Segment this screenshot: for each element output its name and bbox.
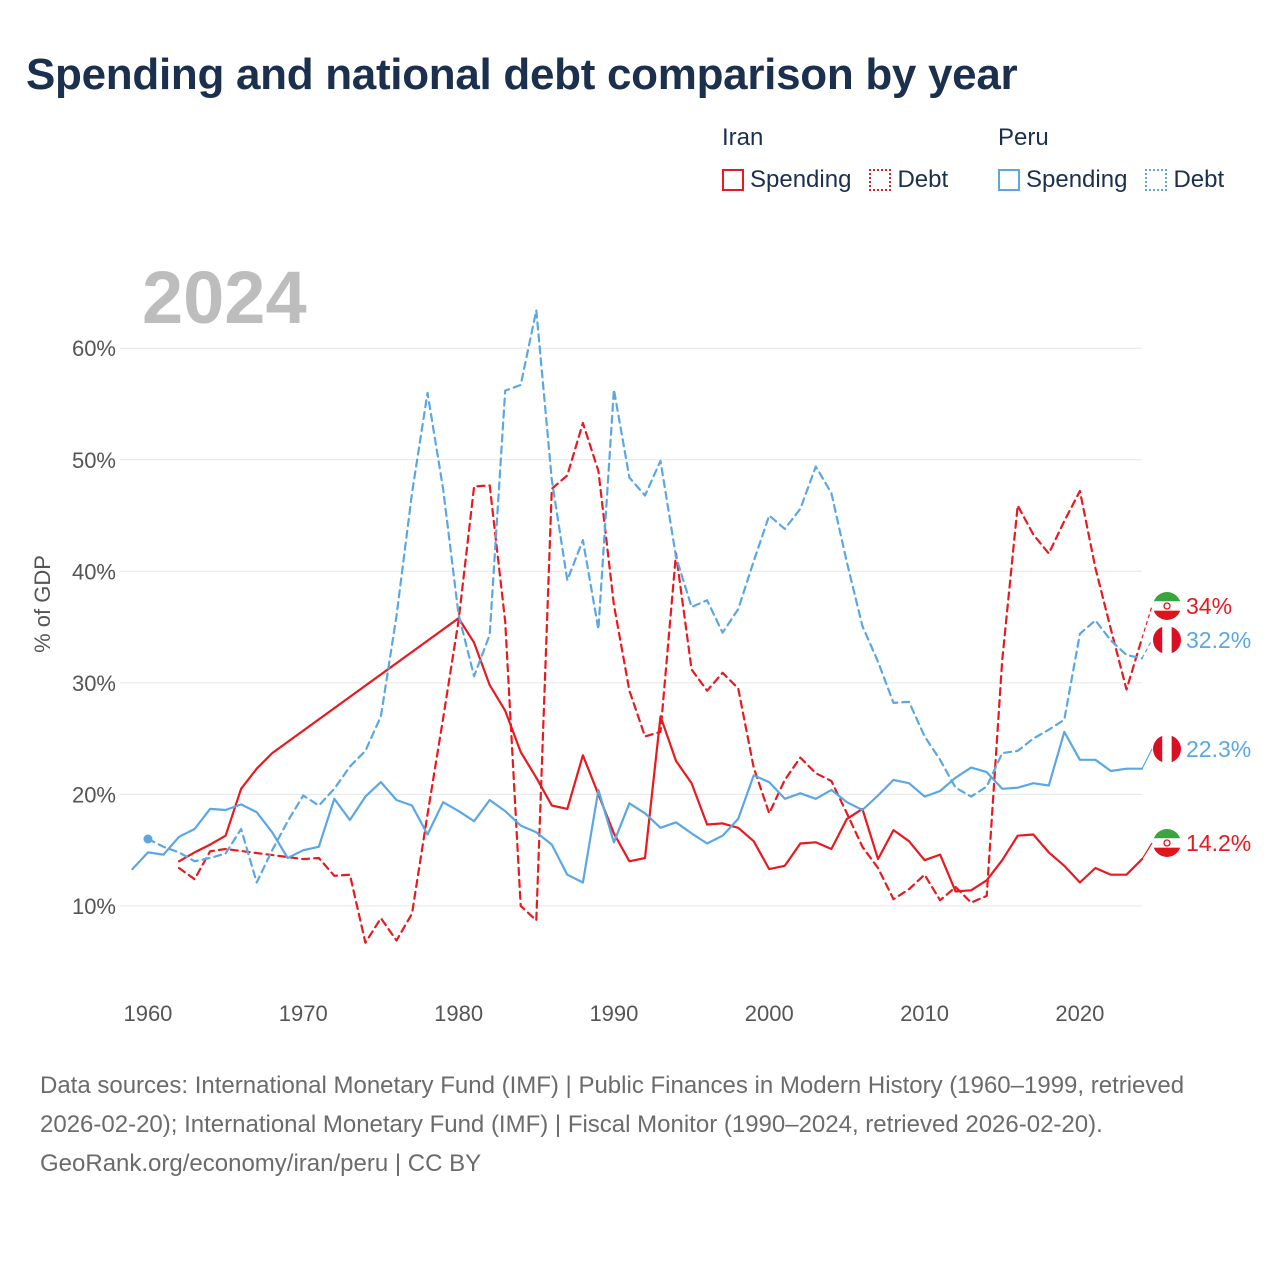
y-tick-label: 50% [72, 448, 116, 473]
credit-link[interactable]: GeoRank.org/economy/iran/peru | CC BY [40, 1150, 482, 1177]
y-tick-label: 30% [72, 671, 116, 696]
legend-peru-debt-label: Debt [1173, 166, 1225, 193]
y-tick-label: 60% [72, 336, 116, 361]
legend-peru-debt[interactable]: Debt [1145, 166, 1224, 194]
y-axis-label: % of GDP [30, 555, 55, 653]
legend-iran-spending[interactable]: Spending [722, 166, 851, 194]
x-tick-label: 2000 [745, 1001, 794, 1026]
legend-iran-debt-label: Debt [897, 166, 949, 193]
chart-title: Spending and national debt comparison by… [26, 50, 1018, 99]
peru-flag-icon [1141, 626, 1181, 659]
iran-flag-icon [1141, 592, 1181, 639]
data-sources: Data sources: International Monetary Fun… [40, 1072, 1185, 1138]
x-tick-label: 1990 [589, 1001, 638, 1026]
legend-peru-spending[interactable]: Spending [998, 166, 1127, 194]
x-tick-label: 2010 [900, 1001, 949, 1026]
legend-iran-name: Iran [722, 124, 764, 151]
end-value-label-iran-debt: 34% [1186, 593, 1232, 619]
y-tick-label: 10% [72, 894, 116, 919]
legend-iran-debt[interactable]: Debt [869, 166, 948, 194]
y-tick-label: 40% [72, 559, 116, 584]
legend-peru-name: Peru [998, 124, 1049, 151]
series-line-peru-spending[interactable] [131, 730, 1144, 884]
legend-swatch-solid-icon [722, 169, 744, 191]
x-tick-label: 1960 [123, 1001, 172, 1026]
end-value-label-peru-spending: 22.3% [1186, 736, 1251, 762]
series-line-iran-spending[interactable] [177, 617, 1144, 893]
x-tick-label: 2020 [1055, 1001, 1104, 1026]
legend-iran-spending-label: Spending [750, 166, 852, 193]
series-line-iran-debt[interactable] [177, 421, 1144, 944]
end-value-label-peru-debt: 32.2% [1186, 627, 1251, 653]
end-value-label-iran-spending: 14.2% [1186, 830, 1251, 856]
legend-peru: Peru Spending Debt [998, 124, 1224, 194]
year-watermark: 2024 [142, 256, 307, 339]
legend-swatch-dotted-icon [869, 169, 892, 191]
legend-peru-spending-label: Spending [1026, 166, 1128, 193]
legend-swatch-solid-icon [998, 169, 1020, 191]
iran-flag-icon [1141, 829, 1181, 860]
series-start-point [143, 834, 153, 844]
series-line-peru-debt[interactable] [146, 309, 1144, 884]
legend-iran: Iran Spending Debt [722, 124, 948, 194]
x-tick-label: 1980 [434, 1001, 483, 1026]
y-tick-label: 20% [72, 782, 116, 807]
chart-plot: 2024 % of GDP 10% 20% 30% 40% 50% 60% 1960 197… [30, 256, 1251, 1026]
x-tick-label: 1970 [279, 1001, 328, 1026]
peru-flag-icon [1141, 735, 1181, 770]
legend-swatch-dotted-icon [1145, 169, 1168, 191]
chart-footer: Data sources: International Monetary Fun… [40, 1066, 1240, 1183]
